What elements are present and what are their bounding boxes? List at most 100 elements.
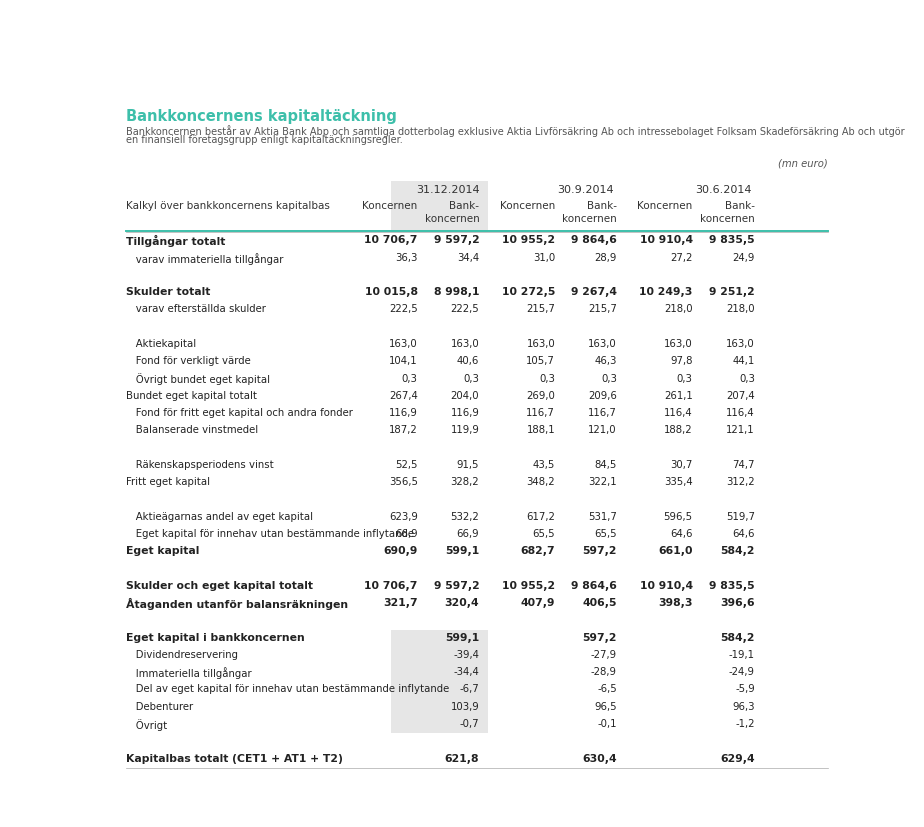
Text: Bank-
koncernen: Bank- koncernen [562,201,617,224]
Text: -1,2: -1,2 [736,718,755,728]
Text: 66,9: 66,9 [456,528,480,538]
Text: 356,5: 356,5 [389,476,418,486]
Text: Bankkoncernen består av Aktia Bank Abp och samtliga dotterbolag exklusive Aktia : Bankkoncernen består av Aktia Bank Abp o… [127,125,905,136]
Text: Eget kapital för innehav utan bestämmande inflytande: Eget kapital för innehav utan bestämmand… [127,528,414,538]
Text: 116,9: 116,9 [450,408,480,418]
Text: 116,7: 116,7 [527,408,555,418]
Text: Övrigt: Övrigt [127,718,167,730]
Text: Åtaganden utanför balansräkningen: Åtaganden utanför balansräkningen [127,597,348,609]
Text: 10 272,5: 10 272,5 [502,287,555,297]
Text: 406,5: 406,5 [582,597,617,607]
Text: Eget kapital i bankkoncernen: Eget kapital i bankkoncernen [127,632,305,642]
Text: 621,8: 621,8 [444,753,480,762]
Text: 597,2: 597,2 [582,632,617,642]
Text: 30,7: 30,7 [670,459,693,470]
Text: Räkenskapsperiodens vinst: Räkenskapsperiodens vinst [127,459,274,470]
Text: 84,5: 84,5 [594,459,617,470]
Text: 617,2: 617,2 [527,511,555,521]
Text: -0,1: -0,1 [597,718,617,728]
Text: 34,4: 34,4 [457,252,480,262]
Text: Fond för fritt eget kapital och andra fonder: Fond för fritt eget kapital och andra fo… [127,408,353,418]
Text: 328,2: 328,2 [451,476,480,486]
Text: 74,7: 74,7 [733,459,755,470]
Bar [391,630,488,647]
Text: 96,5: 96,5 [594,701,617,711]
Text: Immateriella tillgångar: Immateriella tillgångar [127,667,252,678]
Text: 8 998,1: 8 998,1 [433,287,480,297]
Text: 121,1: 121,1 [726,425,755,435]
Text: 531,7: 531,7 [588,511,617,521]
Text: 321,7: 321,7 [383,597,418,607]
Text: -5,9: -5,9 [736,684,755,694]
Text: 163,0: 163,0 [664,338,693,348]
Text: 31,0: 31,0 [533,252,555,262]
Text: 96,3: 96,3 [733,701,755,711]
Text: Dividendreservering: Dividendreservering [127,649,238,659]
Text: 0,3: 0,3 [676,373,693,383]
Text: 661,0: 661,0 [658,546,693,556]
Text: 10 910,4: 10 910,4 [639,580,693,590]
Text: 320,4: 320,4 [444,597,480,607]
Text: Del av eget kapital för innehav utan bestämmande inflytande: Del av eget kapital för innehav utan bes… [127,684,449,694]
Text: 222,5: 222,5 [389,304,418,314]
Text: 163,0: 163,0 [451,338,480,348]
Text: 322,1: 322,1 [589,476,617,486]
Text: Koncernen: Koncernen [362,201,418,211]
Text: Balanserade vinstmedel: Balanserade vinstmedel [127,425,259,435]
Text: 209,6: 209,6 [588,390,617,400]
Text: 64,6: 64,6 [670,528,693,538]
Text: 596,5: 596,5 [663,511,693,521]
Text: 597,2: 597,2 [582,546,617,556]
Text: 9 864,6: 9 864,6 [571,580,617,590]
Text: 10 955,2: 10 955,2 [502,235,555,245]
Text: 532,2: 532,2 [451,511,480,521]
Text: Skulder totalt: Skulder totalt [127,287,211,297]
Text: 163,0: 163,0 [389,338,418,348]
Text: Skulder och eget kapital totalt: Skulder och eget kapital totalt [127,580,313,590]
Text: 121,0: 121,0 [589,425,617,435]
Text: 65,5: 65,5 [532,528,555,538]
Text: Bank-
koncernen: Bank- koncernen [424,201,480,224]
Text: 187,2: 187,2 [389,425,418,435]
Text: 188,1: 188,1 [527,425,555,435]
Bar [391,699,488,716]
Text: 10 955,2: 10 955,2 [502,580,555,590]
Text: 269,0: 269,0 [527,390,555,400]
Text: 10 015,8: 10 015,8 [365,287,418,297]
Text: 97,8: 97,8 [670,356,693,366]
Text: -6,5: -6,5 [597,684,617,694]
Text: 9 835,5: 9 835,5 [710,580,755,590]
Text: 204,0: 204,0 [451,390,480,400]
Text: 396,6: 396,6 [721,597,755,607]
Text: 119,9: 119,9 [450,425,480,435]
Text: 52,5: 52,5 [395,459,418,470]
Text: 623,9: 623,9 [389,511,418,521]
Text: Debenturer: Debenturer [127,701,193,711]
Text: -19,1: -19,1 [729,649,755,659]
Text: -6,7: -6,7 [459,684,480,694]
Text: 10 706,7: 10 706,7 [364,235,418,245]
Text: -0,7: -0,7 [459,718,480,728]
Text: Fritt eget kapital: Fritt eget kapital [127,476,211,486]
Text: 0,3: 0,3 [739,373,755,383]
Text: en finansiell företagsgrupp enligt kapitaltäckningsregler.: en finansiell företagsgrupp enligt kapit… [127,135,403,145]
Text: 10 249,3: 10 249,3 [639,287,693,297]
Text: 9 267,4: 9 267,4 [571,287,617,297]
Text: 398,3: 398,3 [658,597,693,607]
Text: 9 251,2: 9 251,2 [710,287,755,297]
Text: 105,7: 105,7 [527,356,555,366]
Text: 46,3: 46,3 [594,356,617,366]
Text: Kalkyl över bankkoncernens kapitalbas: Kalkyl över bankkoncernens kapitalbas [127,201,330,211]
Text: 116,7: 116,7 [588,408,617,418]
Bar [391,647,488,664]
Text: 30.6.2014: 30.6.2014 [696,185,752,195]
Text: varav immateriella tillgångar: varav immateriella tillgångar [127,252,284,264]
Text: 348,2: 348,2 [527,476,555,486]
Text: Bankkoncernens kapitaltäckning: Bankkoncernens kapitaltäckning [127,109,397,124]
Text: 116,4: 116,4 [664,408,693,418]
Text: Eget kapital: Eget kapital [127,546,200,556]
Text: 116,9: 116,9 [389,408,418,418]
Text: 407,9: 407,9 [521,597,555,607]
Text: 629,4: 629,4 [721,753,755,762]
Text: 103,9: 103,9 [451,701,480,711]
